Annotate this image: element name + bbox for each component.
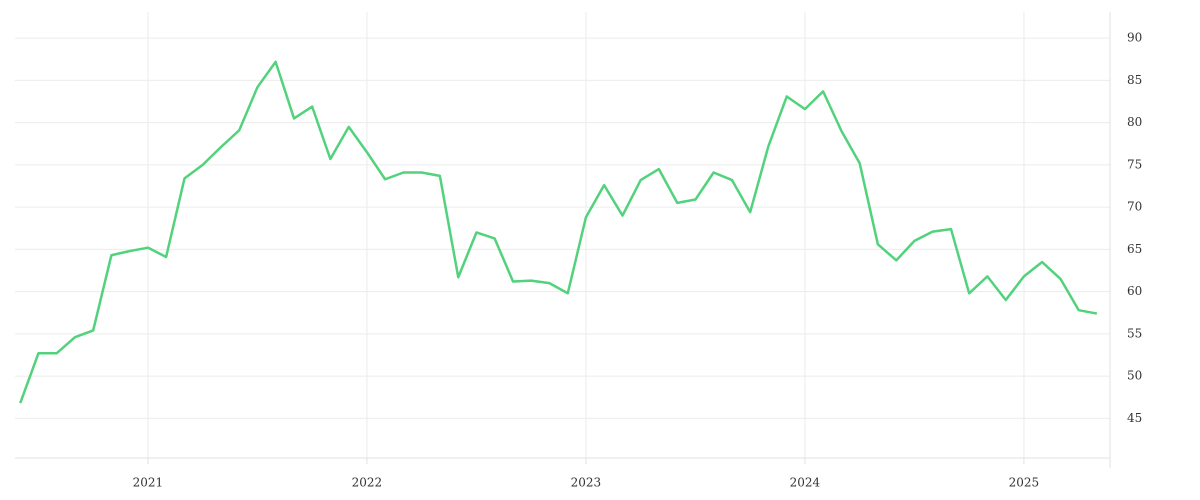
y-tick-label: 50	[1127, 369, 1142, 383]
y-tick-label: 45	[1127, 411, 1142, 425]
y-tick-label: 60	[1127, 284, 1142, 298]
x-tick-label: 2021	[133, 476, 164, 490]
y-tick-label: 85	[1127, 73, 1142, 87]
x-tick-label: 2022	[352, 476, 383, 490]
x-tick-label: 2023	[571, 476, 602, 490]
y-tick-label: 75	[1127, 157, 1142, 171]
y-tick-label: 80	[1127, 115, 1142, 129]
y-tick-label: 65	[1127, 242, 1142, 256]
y-tick-label: 55	[1127, 326, 1142, 340]
y-tick-label: 90	[1127, 31, 1142, 45]
y-tick-label: 70	[1127, 200, 1142, 214]
x-tick-label: 2025	[1009, 476, 1040, 490]
data-line	[19, 60, 1098, 404]
x-tick-label: 2024	[790, 476, 821, 490]
